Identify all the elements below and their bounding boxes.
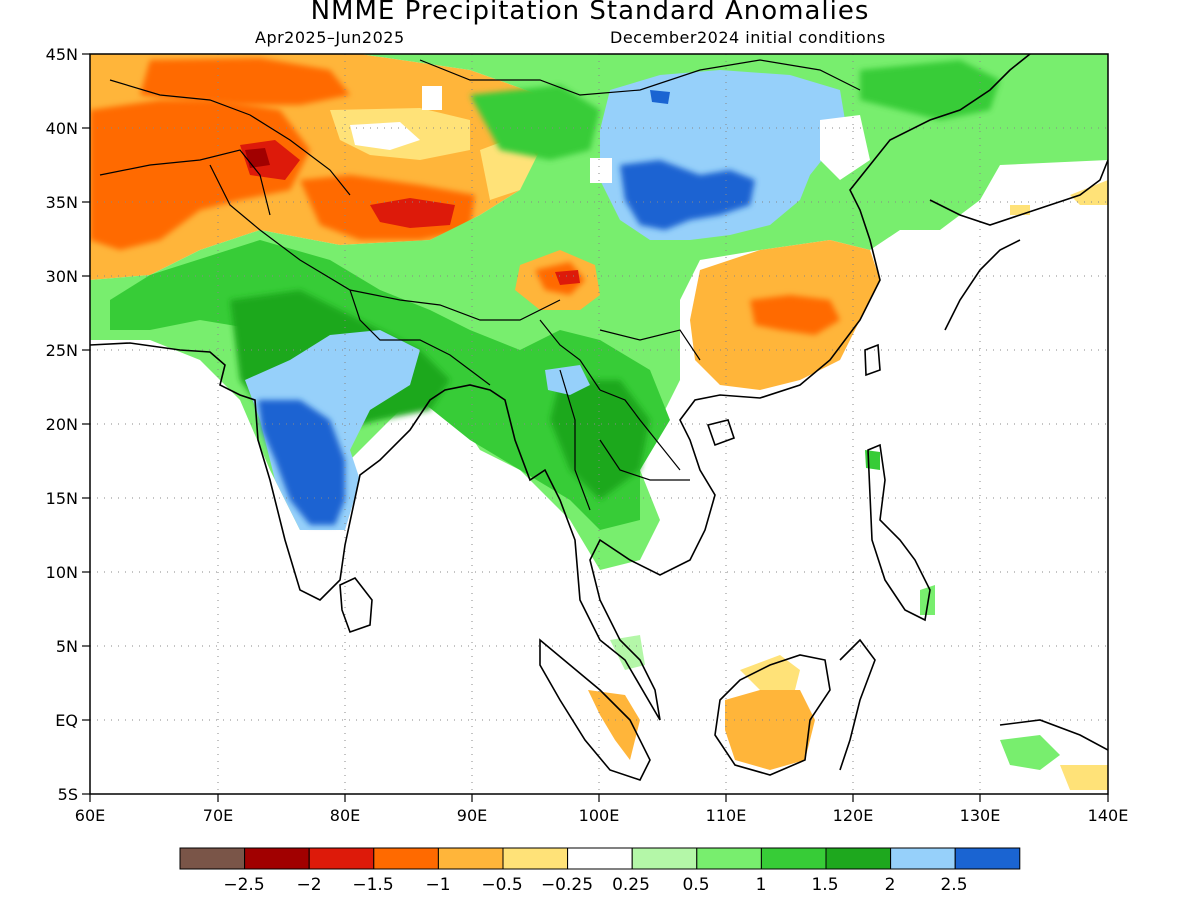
colorbar-label: −0.25 [541,875,593,895]
lat-label: 10N [46,563,78,582]
anomaly-shading [90,54,1108,790]
lon-label: 60E [75,806,105,825]
lat-label: 35N [46,193,78,212]
colorbar-label: 1 [756,875,767,895]
colorbar-swatch [567,847,633,870]
colorbar-label: 2 [885,875,896,895]
colorbar-swatch [502,847,569,870]
colorbar-swatch [179,847,246,870]
lat-label: 20N [46,415,78,434]
colorbar-label: 0.25 [612,875,650,895]
colorbar-label: 1.5 [811,875,838,895]
lon-label: 130E [960,806,1001,825]
lat-label: 15N [46,489,78,508]
lat-label: EQ [55,711,78,730]
colorbar-swatch [696,847,762,870]
lon-label: 90E [457,806,487,825]
colorbar-swatch [308,847,375,870]
initial-conditions: December2024 initial conditions [610,28,886,47]
lat-label: 40N [46,119,78,138]
colorbar-label: 2.5 [940,875,967,895]
colorbar-label: −1.5 [352,875,393,895]
colorbar-swatch [244,847,310,870]
political-borders [99,59,861,511]
colorbar-swatch [760,847,827,870]
longitude-labels: 60E 70E 80E 90E 100E 110E 120E 130E 140E [75,806,1129,825]
colorbar-swatch [954,847,1021,870]
lat-label: 30N [46,267,78,286]
gridlines [90,54,1108,794]
colorbar-label: 0.5 [682,875,709,895]
forecast-period: Apr2025–Jun2025 [255,28,405,47]
axis-ticks [82,53,1109,802]
lon-label: 140E [1088,806,1129,825]
colorbar-label: −0.5 [481,875,522,895]
lon-label: 120E [833,806,874,825]
colorbar-swatch [890,847,956,870]
coastlines [90,54,1108,781]
colorbar-label: −2.5 [223,875,264,895]
lat-label: 5S [58,785,78,804]
lat-label: 25N [46,341,78,360]
colorbar-label: −2 [296,875,321,895]
lon-label: 80E [330,806,360,825]
latitude-labels: 45N 40N 35N 30N 25N 20N 15N 10N 5N EQ 5S [46,45,78,804]
lat-label: 45N [46,45,78,64]
lon-label: 70E [203,806,233,825]
lat-label: 5N [56,637,78,656]
colorbar-swatch [631,847,698,870]
colorbar [179,847,1021,870]
colorbar-label: −1 [425,875,450,895]
lon-label: 110E [706,806,747,825]
colorbar-swatch [437,847,504,870]
colorbar-swatch [825,847,892,870]
lon-label: 100E [579,806,620,825]
colorbar-swatch [373,847,439,870]
colorbar-labels: −2.5 −2 −1.5 −1 −0.5 −0.25 0.25 0.5 1 1.… [223,875,967,895]
map-title: NMME Precipitation Standard Anomalies [310,0,870,26]
